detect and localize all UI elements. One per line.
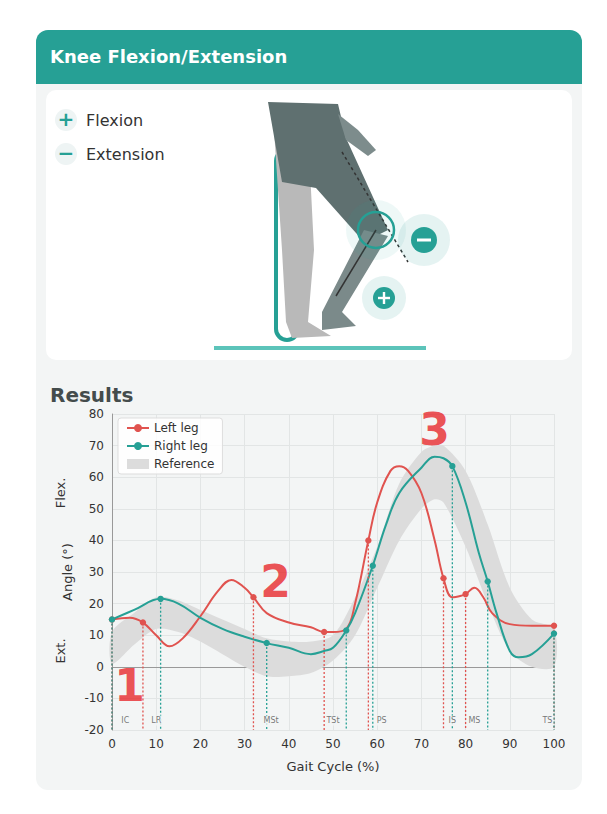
svg-text:LR: LR <box>151 716 161 725</box>
svg-text:Right leg: Right leg <box>154 439 208 453</box>
svg-text:Gait Cycle (%): Gait Cycle (%) <box>286 759 379 774</box>
svg-text:50: 50 <box>89 502 104 516</box>
svg-text:80: 80 <box>458 737 473 751</box>
svg-text:70: 70 <box>414 737 429 751</box>
svg-text:100: 100 <box>543 737 566 751</box>
svg-text:2: 2 <box>260 556 291 607</box>
html-text:Results: Results <box>50 383 134 407</box>
svg-text:Reference: Reference <box>154 457 214 471</box>
svg-text:10: 10 <box>89 628 104 642</box>
svg-text:10: 10 <box>149 737 164 751</box>
svg-text:60: 60 <box>89 470 104 484</box>
svg-text:TS: TS <box>541 716 552 725</box>
svg-text:TSt: TSt <box>325 716 339 725</box>
svg-text:80: 80 <box>89 407 104 421</box>
svg-text:30: 30 <box>237 737 252 751</box>
svg-text:MSt: MSt <box>264 716 279 725</box>
svg-text:PS: PS <box>377 716 387 725</box>
svg-text:Ext.: Ext. <box>53 638 68 663</box>
svg-text:-10: -10 <box>84 691 104 705</box>
svg-text:3: 3 <box>419 404 450 455</box>
svg-text:−: − <box>58 141 75 165</box>
svg-text:40: 40 <box>89 533 104 547</box>
svg-text:MS: MS <box>468 716 480 725</box>
svg-text:20: 20 <box>193 737 208 751</box>
svg-text:70: 70 <box>89 439 104 453</box>
svg-text:90: 90 <box>502 737 517 751</box>
svg-text:30: 30 <box>89 565 104 579</box>
svg-text:0: 0 <box>108 737 116 751</box>
svg-text:IC: IC <box>121 716 129 725</box>
svg-text:50: 50 <box>325 737 340 751</box>
svg-text:Left leg: Left leg <box>154 421 199 435</box>
html-text:Knee Flexion/Extension: Knee Flexion/Extension <box>50 46 288 67</box>
svg-text:Extension: Extension <box>86 145 165 164</box>
svg-text:40: 40 <box>281 737 296 751</box>
svg-text:IS: IS <box>449 716 456 725</box>
svg-text:20: 20 <box>89 597 104 611</box>
svg-text:Flexion: Flexion <box>86 111 143 130</box>
svg-text:60: 60 <box>370 737 385 751</box>
svg-text:Angle (°): Angle (°) <box>60 543 75 601</box>
svg-text:Flex.: Flex. <box>53 478 68 509</box>
svg-text:1: 1 <box>114 660 145 711</box>
svg-text:0: 0 <box>96 660 104 674</box>
svg-text:+: + <box>58 107 75 131</box>
svg-text:-20: -20 <box>84 723 104 737</box>
